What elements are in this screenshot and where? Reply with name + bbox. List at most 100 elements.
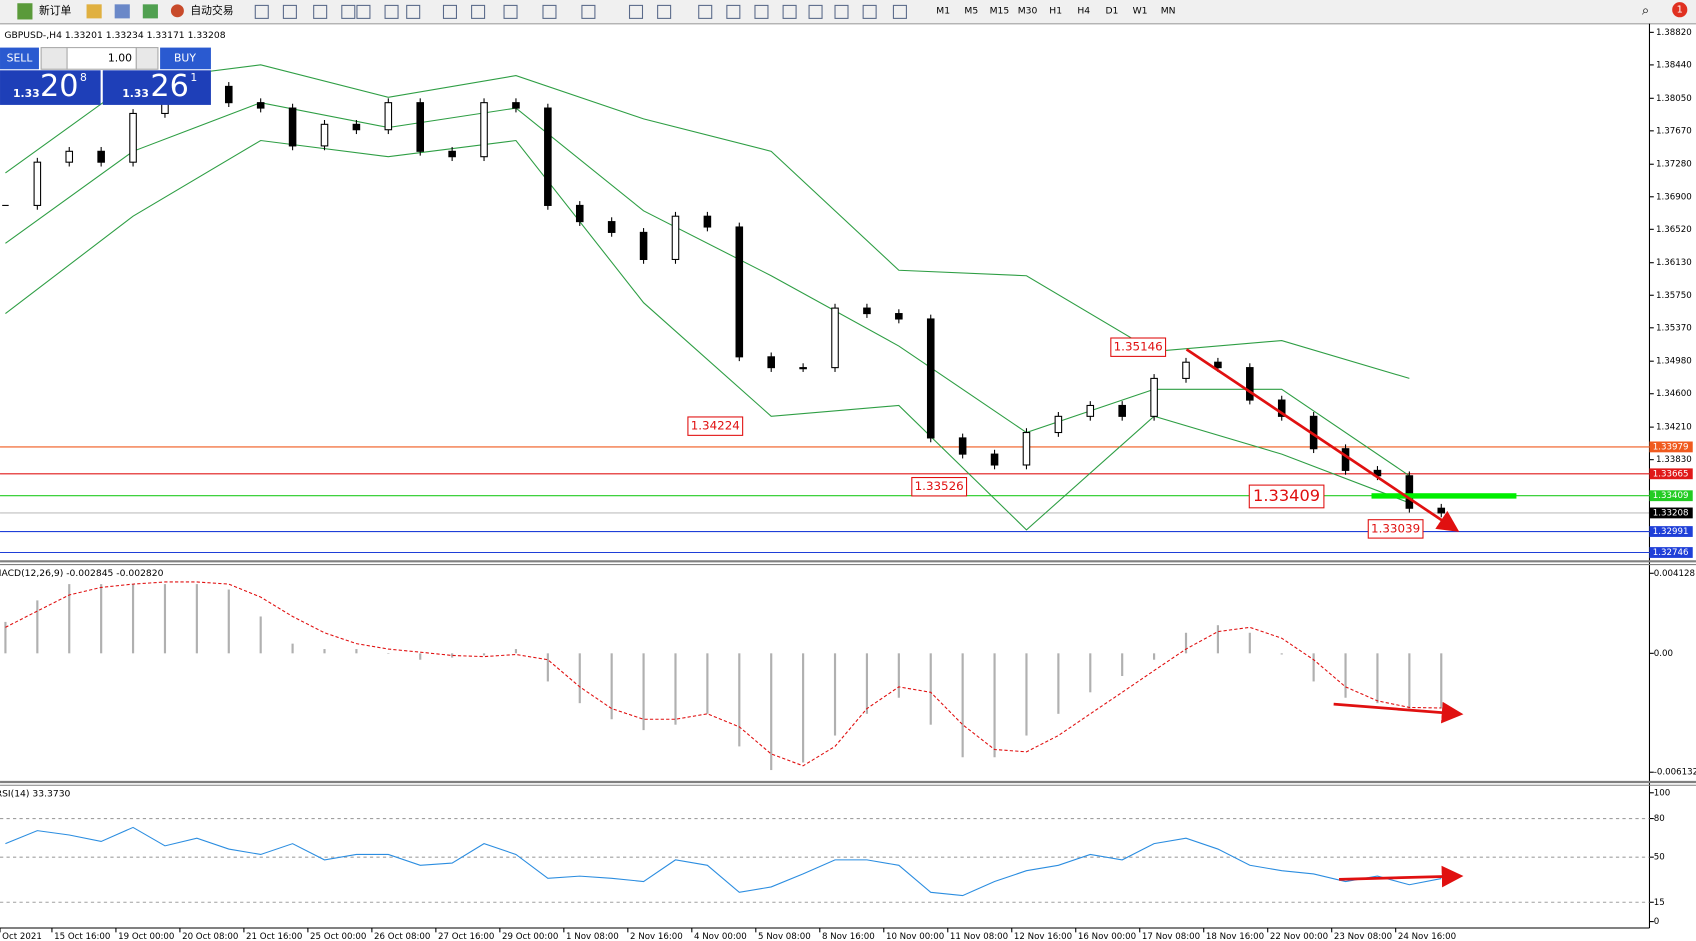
price-level-label: 1.32746: [1653, 548, 1689, 558]
macd-bar: [1153, 653, 1156, 660]
ask-pips: 26: [150, 69, 189, 104]
tool-icon[interactable]: [726, 4, 741, 19]
bid-box[interactable]: [0, 70, 101, 105]
price-callout: 1.34224: [691, 419, 740, 433]
timeframe-button[interactable]: M15: [990, 5, 1010, 16]
price-level-label: 1.33665: [1653, 469, 1689, 479]
macd-bar: [1057, 653, 1060, 714]
timeframe-button[interactable]: MN: [1161, 5, 1176, 16]
alert-badge[interactable]: [1672, 2, 1688, 18]
lots-up[interactable]: [135, 47, 159, 70]
support-zone: [1371, 493, 1517, 499]
macd-bar: [131, 584, 135, 654]
price-tick-label: 1.35370: [1656, 323, 1692, 333]
candle: [926, 318, 935, 439]
candle: [735, 226, 744, 358]
candle: [703, 215, 712, 228]
price-level-tag: [1649, 547, 1693, 558]
timeframe-button[interactable]: M30: [1018, 5, 1038, 16]
tool-icon[interactable]: [657, 4, 672, 19]
rsi-arrow: [1339, 865, 1464, 888]
price-tick-label: 1.38820: [1656, 28, 1692, 38]
timeframe-button[interactable]: W1: [1133, 5, 1148, 16]
candle: [1182, 361, 1190, 379]
tool-icon[interactable]: [282, 4, 297, 19]
icon[interactable]: [142, 4, 158, 19]
macd-bar: [833, 653, 837, 736]
macd-bar: [1440, 653, 1443, 709]
time-label: 4 Nov 00:00: [694, 932, 747, 941]
tool-icon[interactable]: [503, 4, 518, 19]
macd-bar: [227, 589, 230, 654]
bid-frac: 8: [80, 71, 87, 84]
price-callout-box: [687, 416, 744, 436]
macd-bar: [100, 584, 103, 654]
tool-icon[interactable]: [384, 4, 399, 19]
rsi-line: [5, 826, 1442, 897]
trend-arrow: [1185, 348, 1460, 532]
timeframe-button[interactable]: H1: [1049, 5, 1062, 16]
rsi-tick-label: 15: [1654, 898, 1665, 908]
candle: [544, 107, 552, 206]
candle: [1118, 404, 1126, 417]
price-tick-label: 1.36520: [1656, 225, 1692, 235]
tool-icon[interactable]: [628, 4, 644, 19]
candle: [256, 102, 265, 109]
price-level-tag: [1649, 526, 1693, 537]
tool-icon[interactable]: [862, 4, 877, 19]
price-callout-box: [1367, 519, 1424, 539]
timeframe-button[interactable]: M5: [964, 5, 978, 16]
macd-bar: [323, 649, 326, 654]
tool-icon[interactable]: [782, 4, 797, 19]
tool-icon[interactable]: [313, 4, 328, 19]
tool-icon[interactable]: [542, 4, 557, 19]
tool-icon[interactable]: [834, 4, 849, 19]
price-tick-label: 1.34980: [1656, 357, 1692, 367]
time-label: 27 Oct 16:00: [438, 932, 494, 941]
icon[interactable]: [114, 4, 130, 19]
buy-label: BUY: [174, 51, 196, 64]
tool-icon[interactable]: [406, 4, 421, 19]
macd-signal: [5, 581, 1442, 767]
candle: [863, 307, 871, 315]
bollinger-middle: [5, 102, 1410, 477]
icon[interactable]: [86, 4, 102, 19]
time-label: 25 Oct 00:00: [310, 932, 366, 941]
tool-icon[interactable]: [808, 4, 823, 19]
timeframe-button[interactable]: H4: [1077, 5, 1090, 16]
tool-icon[interactable]: [341, 4, 356, 19]
tool-icon[interactable]: [471, 4, 486, 19]
lots-down[interactable]: [40, 47, 68, 70]
candle: [33, 161, 42, 206]
price-callout-box: [911, 476, 968, 497]
candle: [512, 102, 520, 109]
candle: [1086, 404, 1095, 417]
macd-bar: [610, 653, 613, 720]
timeframe-button[interactable]: M1: [936, 5, 950, 16]
sell-button[interactable]: [0, 47, 39, 70]
timeframe-button[interactable]: D1: [1105, 5, 1118, 16]
macd-tick-label: -0.006132: [1654, 768, 1696, 778]
auto-trading-icon[interactable]: [170, 4, 184, 18]
time-label: 11 Nov 08:00: [950, 932, 1008, 941]
tool-icon[interactable]: [356, 4, 371, 19]
rsi-tick-label: 100: [1654, 788, 1671, 798]
auto-trading-button[interactable]: 自动交易: [190, 3, 233, 17]
tool-icon[interactable]: [892, 4, 907, 19]
new-order-icon[interactable]: [17, 3, 33, 20]
macd-bar: [36, 600, 39, 654]
bid-big: 1.33: [13, 87, 40, 100]
tool-icon[interactable]: [442, 4, 457, 19]
new-order-button[interactable]: 新订单: [39, 3, 72, 17]
ask-box[interactable]: [102, 70, 211, 105]
buy-button[interactable]: [160, 47, 211, 70]
tool-icon[interactable]: [254, 4, 269, 19]
macd-bar: [578, 653, 581, 704]
candle: [224, 85, 233, 104]
candle: [831, 307, 839, 369]
tool-icon[interactable]: [581, 4, 596, 19]
search-icon[interactable]: ⌕: [1642, 3, 1649, 18]
tool-icon[interactable]: [698, 4, 713, 19]
tool-icon[interactable]: [754, 4, 769, 19]
